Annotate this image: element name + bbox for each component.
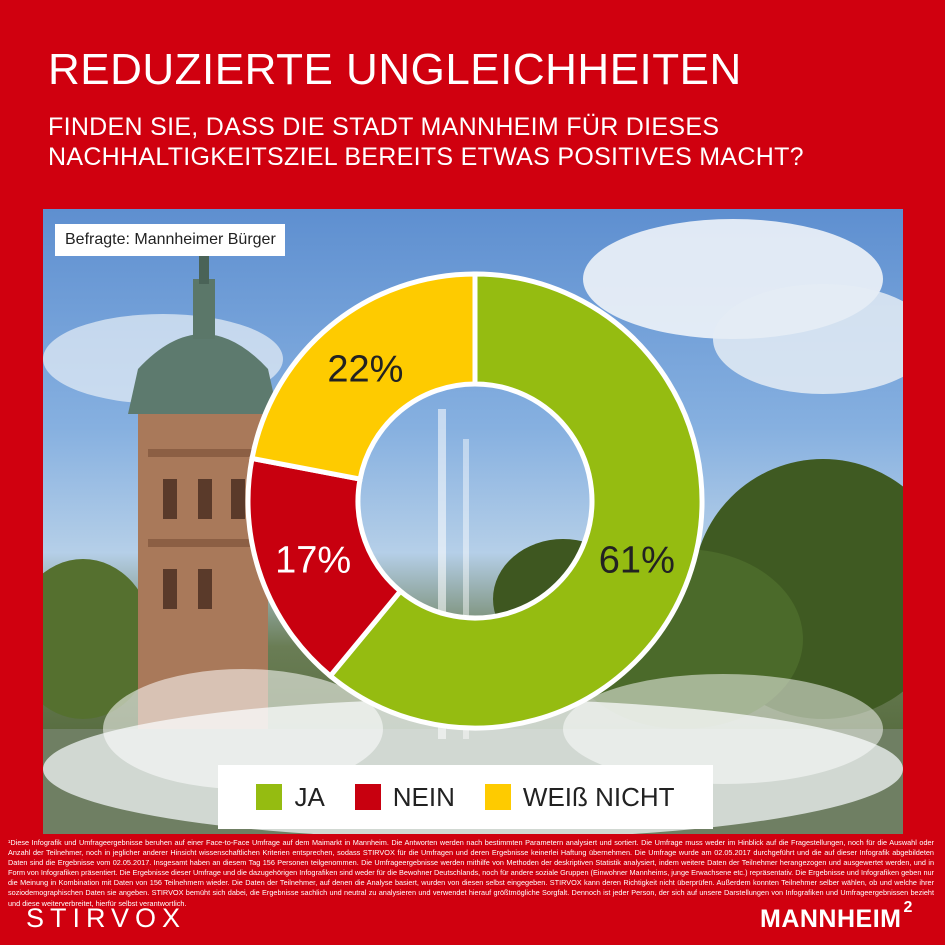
donut-slice-weiss-nicht	[249, 271, 478, 482]
legend-label-weiss-nicht: WEIß NICHT	[522, 781, 675, 812]
donut-label-nein: 17%	[275, 539, 351, 581]
legend-item-ja: JA	[256, 781, 325, 813]
chart-legend: JA NEIN WEIß NICHT	[218, 765, 713, 829]
donut-label-ja: 61%	[599, 539, 675, 581]
mannheim-logo-sup: 2	[903, 899, 913, 916]
legend-label-nein: NEIN	[392, 781, 455, 812]
respondents-label: Befragte: Mannheimer Bürger	[55, 224, 285, 256]
photo-scene: 61% 17% 22%	[43, 219, 903, 834]
mannheim-logo: MANNHEIM 2	[760, 899, 913, 934]
footnote-text: ¹Diese Infografik und Umfrageergebnisse …	[8, 838, 934, 908]
stirvox-logo: STIRVOX	[26, 903, 187, 933]
mannheim-logo-text: MANNHEIM	[760, 905, 902, 933]
background-photo: 61% 17% 22% Befragte: Mannheimer Bürger JA…	[43, 209, 903, 834]
legend-swatch-weiss-nicht	[484, 784, 511, 810]
legend-swatch-ja	[256, 784, 283, 810]
legend-item-nein: NEIN	[354, 781, 455, 813]
donut-chart: 61% 17% 22%	[245, 271, 705, 731]
legend-swatch-nein	[354, 784, 381, 810]
survey-question: FINDEN SIE, DASS DIE STADT MANNHEIM FÜR …	[48, 113, 804, 171]
legend-item-weiss-nicht: WEIß NICHT	[484, 781, 675, 813]
donut-label-weiss-nicht: 22%	[327, 348, 403, 390]
legend-label-ja: JA	[294, 781, 325, 812]
donut-slice-ja	[326, 271, 705, 731]
donut-slice-nein	[245, 455, 404, 680]
page-title: REDUZIERTE UNGLEICHHEITEN	[48, 45, 742, 94]
